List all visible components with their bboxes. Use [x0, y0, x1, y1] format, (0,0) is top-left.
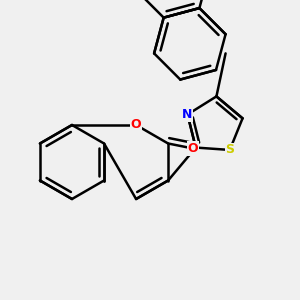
Text: N: N: [182, 108, 193, 121]
Text: O: O: [131, 118, 141, 131]
Text: S: S: [225, 143, 234, 156]
Text: O: O: [188, 142, 198, 155]
